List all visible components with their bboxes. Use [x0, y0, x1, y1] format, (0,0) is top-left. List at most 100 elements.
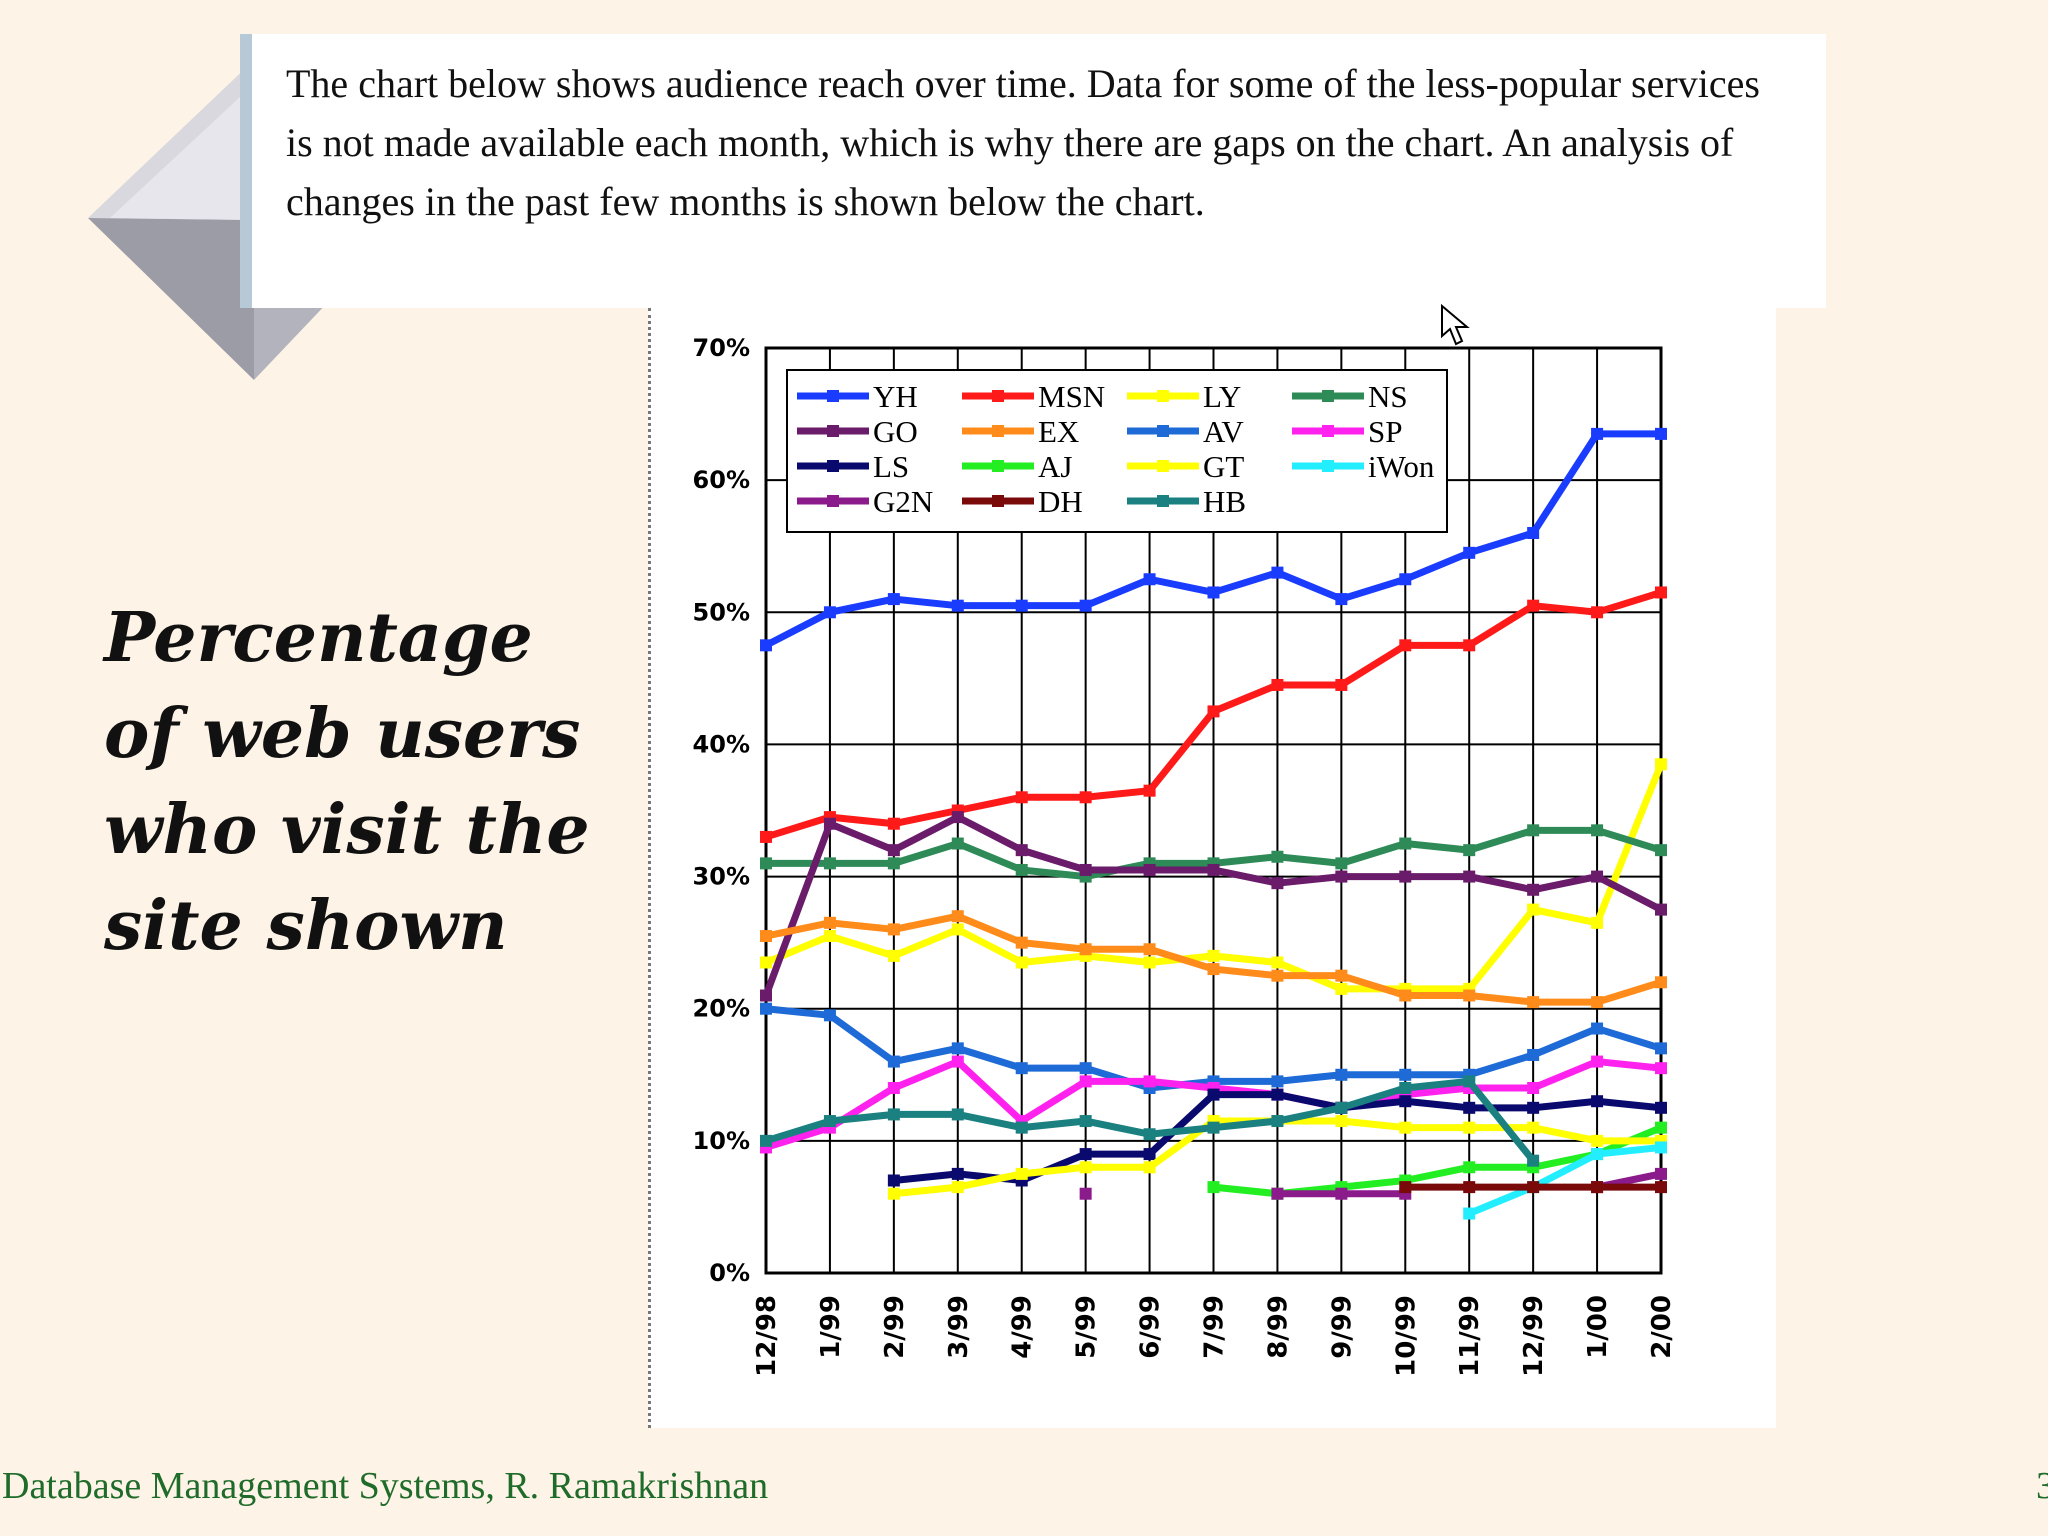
- data-point: [1207, 586, 1220, 599]
- data-point: [1463, 639, 1476, 652]
- data-point: [1271, 1187, 1284, 1200]
- legend-label: LY: [1203, 379, 1241, 414]
- data-point: [951, 837, 964, 850]
- data-point: [1463, 1161, 1476, 1174]
- legend-entry-dh: DH: [962, 484, 1083, 519]
- data-point: [1655, 1141, 1667, 1154]
- data-point: [760, 639, 772, 652]
- data-point: [1271, 1075, 1284, 1088]
- x-tick-label: 6/99: [1136, 1295, 1166, 1359]
- legend-label: iWon: [1368, 449, 1435, 484]
- data-point: [1655, 976, 1667, 989]
- data-point: [1399, 1121, 1412, 1134]
- data-point: [1591, 427, 1604, 440]
- data-point: [1079, 943, 1092, 956]
- legend-entry-go: GO: [797, 414, 918, 449]
- legend-marker: [992, 495, 1004, 507]
- data-point: [1207, 949, 1220, 962]
- data-point: [760, 830, 772, 843]
- x-tick-label: 1/99: [816, 1295, 846, 1359]
- x-tick-label: 12/99: [1519, 1295, 1549, 1377]
- data-point: [1655, 903, 1667, 916]
- data-point: [1079, 1075, 1092, 1088]
- data-point: [1271, 1115, 1284, 1128]
- legend-entry-yh: YH: [797, 379, 918, 414]
- series-layer: [760, 427, 1667, 1220]
- data-point: [1271, 877, 1284, 890]
- data-point: [1143, 1128, 1156, 1141]
- data-point: [760, 1002, 772, 1015]
- data-point: [823, 1115, 836, 1128]
- data-point: [1591, 1134, 1604, 1147]
- y-tick-label: 10%: [693, 1127, 750, 1155]
- data-point: [1399, 989, 1412, 1002]
- legend-marker: [992, 425, 1004, 437]
- data-point: [1335, 678, 1348, 691]
- data-point: [760, 956, 772, 969]
- y-tick-label: 30%: [693, 863, 750, 891]
- legend-marker: [827, 425, 839, 437]
- data-point: [1271, 566, 1284, 579]
- data-point: [1463, 1181, 1476, 1194]
- legend-entry-hb: HB: [1127, 484, 1246, 519]
- data-point: [1335, 870, 1348, 883]
- data-point: [1079, 791, 1092, 804]
- plot-frame: [764, 346, 1663, 1275]
- data-point: [951, 910, 964, 923]
- data-point: [1655, 1042, 1667, 1055]
- legend-entry-sp: SP: [1292, 414, 1402, 449]
- legend-entry-ls: LS: [797, 449, 909, 484]
- data-point: [1463, 1207, 1476, 1220]
- data-point: [1591, 916, 1604, 929]
- legend-marker: [827, 460, 839, 472]
- legend-label: LS: [873, 449, 909, 484]
- data-point: [1655, 758, 1667, 771]
- data-point: [1527, 1048, 1540, 1061]
- data-point: [1335, 969, 1348, 982]
- data-point: [1079, 1062, 1092, 1075]
- legend-entry-iwon: iWon: [1292, 449, 1435, 484]
- data-point: [1399, 1095, 1412, 1108]
- data-point: [1207, 863, 1220, 876]
- data-point: [1207, 963, 1220, 976]
- data-point: [1271, 969, 1284, 982]
- data-point: [1079, 863, 1092, 876]
- series-dh: [1399, 1181, 1667, 1194]
- data-point: [1527, 1101, 1540, 1114]
- mouse-cursor-icon: [1441, 304, 1470, 346]
- data-point: [1079, 1115, 1092, 1128]
- series-msn: [760, 586, 1667, 843]
- legend-entry-gt: GT: [1127, 449, 1244, 484]
- data-point: [887, 949, 900, 962]
- data-point: [823, 1009, 836, 1022]
- chart-panel: 0% 10% 20% 30% 40% 50% 60% 70% 12/98 1/99 2/99 3/99…: [648, 308, 1776, 1428]
- data-point: [1655, 1101, 1667, 1114]
- data-point: [1591, 606, 1604, 619]
- legend-marker: [827, 390, 839, 402]
- data-point: [1591, 1022, 1604, 1035]
- data-point: [1015, 936, 1028, 949]
- data-point: [1655, 1062, 1667, 1075]
- data-point: [1143, 573, 1156, 586]
- data-point: [887, 844, 900, 857]
- series-go: [760, 811, 1667, 1002]
- data-point: [1591, 1148, 1604, 1161]
- data-point: [1591, 996, 1604, 1009]
- data-point: [760, 989, 772, 1002]
- legend-label: NS: [1368, 379, 1408, 414]
- series-line: [1467, 1143, 1662, 1217]
- y-tick-label: 70%: [693, 334, 750, 362]
- legend-entry-msn: MSN: [962, 379, 1105, 414]
- data-point: [1527, 1154, 1540, 1167]
- data-point: [1527, 599, 1540, 612]
- y-tick-label: 20%: [693, 995, 750, 1023]
- slide-title: Percentage of web users who visit the si…: [104, 598, 590, 966]
- data-point: [1335, 857, 1348, 870]
- data-point: [951, 1108, 964, 1121]
- data-point: [1335, 1187, 1348, 1200]
- data-point: [951, 1042, 964, 1055]
- data-point: [887, 857, 900, 870]
- y-tick-label: 60%: [693, 466, 750, 494]
- x-tick-label: 2/99: [880, 1295, 910, 1359]
- legend-label: HB: [1203, 484, 1246, 519]
